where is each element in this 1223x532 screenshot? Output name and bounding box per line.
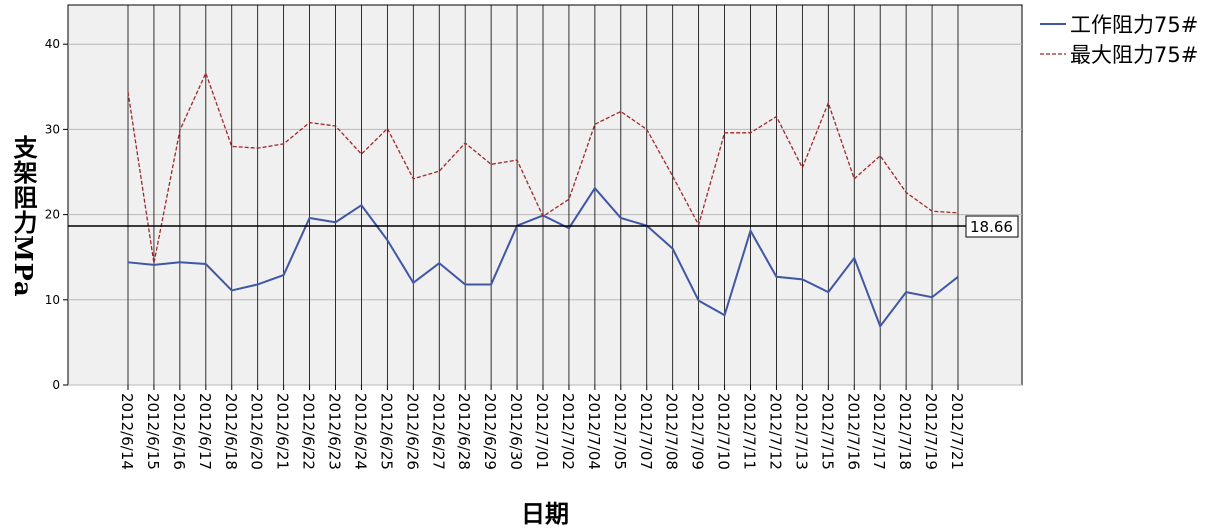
x-tick-label: 2012/6/15: [144, 393, 162, 470]
y-tick-label: 10: [45, 293, 60, 307]
x-tick-label: 2012/6/18: [222, 393, 240, 470]
x-tick-label: 2012/6/28: [455, 393, 473, 470]
reference-label: 18.66: [970, 218, 1013, 236]
x-tick-label: 2012/6/29: [481, 393, 499, 470]
x-tick-label: 2012/6/27: [429, 393, 447, 470]
y-tick-label: 30: [45, 122, 60, 136]
x-tick-label: 2012/6/24: [351, 393, 369, 470]
reference-label-box: [965, 215, 1019, 238]
x-tick-label: 2012/6/17: [196, 393, 214, 470]
x-tick-label: 2012/7/09: [689, 393, 707, 470]
y-tick-label: 40: [45, 37, 60, 51]
x-tick-label: 2012/7/19: [922, 393, 940, 470]
x-tick-label: 2012/6/16: [170, 393, 188, 470]
x-tick-label: 2012/7/21: [948, 393, 966, 470]
x-tick-label: 2012/7/10: [715, 393, 733, 470]
x-tick-label: 2012/7/12: [766, 393, 784, 470]
x-tick-label: 2012/7/16: [844, 393, 862, 470]
x-tick-label: 2012/6/20: [248, 393, 266, 470]
legend-label: 最大阻力75#: [1070, 43, 1198, 67]
x-tick-label: 2012/6/14: [118, 393, 136, 470]
x-tick-label: 2012/6/30: [507, 393, 525, 470]
x-tick-label: 2012/7/01: [533, 393, 551, 470]
x-tick-label: 2012/7/13: [792, 393, 810, 470]
x-tick-label: 2012/7/08: [663, 393, 681, 470]
x-tick-label: 2012/6/21: [274, 393, 292, 470]
plot-area: [67, 4, 1023, 386]
y-tick-label: 20: [45, 208, 60, 222]
x-tick-label: 2012/6/23: [326, 393, 344, 470]
y-axis-label: 支架阻力MPa: [9, 135, 38, 298]
x-tick-label: 2012/7/07: [637, 393, 655, 470]
x-tick-label: 2012/7/15: [818, 393, 836, 470]
series-line: [127, 71, 959, 264]
x-tick-label: 2012/6/25: [377, 393, 395, 470]
x-tick-label: 2012/7/04: [585, 393, 603, 470]
x-tick-label: 2012/6/22: [300, 393, 318, 470]
x-tick-label: 2012/7/02: [559, 393, 577, 470]
x-tick-label: 2012/7/11: [741, 393, 759, 470]
x-tick-label: 2012/7/18: [896, 393, 914, 470]
x-tick-label: 2012/7/05: [611, 393, 629, 470]
y-tick-label: 0: [52, 378, 60, 392]
x-tick-label: 2012/6/26: [403, 393, 421, 470]
legend-label: 工作阻力75#: [1070, 13, 1198, 37]
x-axis-label: 日期: [521, 499, 569, 528]
x-tick-label: 2012/7/17: [870, 393, 888, 470]
